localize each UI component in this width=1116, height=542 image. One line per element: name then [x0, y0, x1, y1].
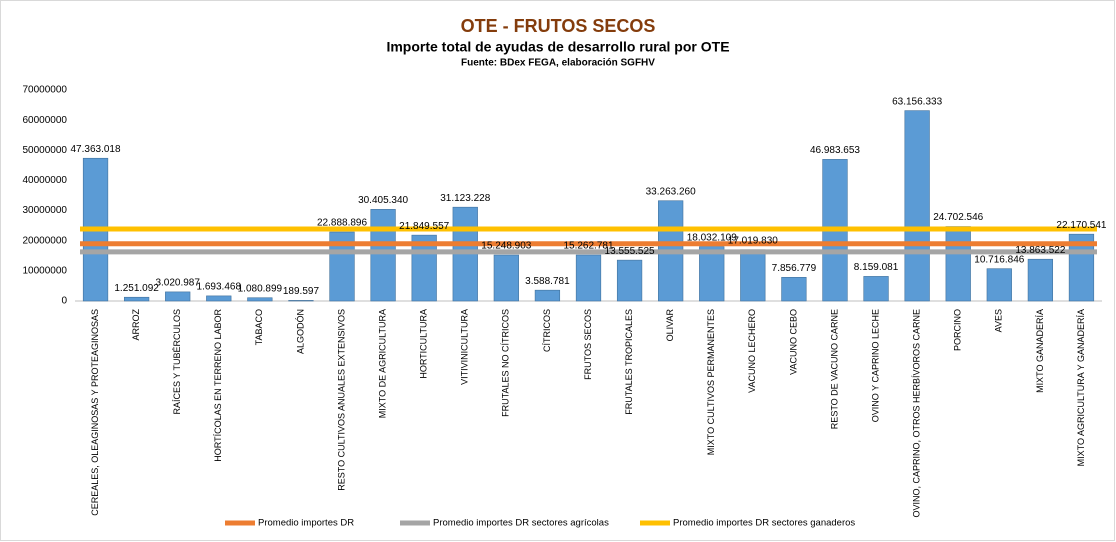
y-tick-label: 10000000	[23, 265, 68, 276]
x-tick-label: VACUNO CEBO	[788, 309, 798, 375]
y-tick-label: 60000000	[23, 115, 68, 126]
x-tick-label: OVINO, CAPRINO, OTROS HERBÍVOROS CARNE	[912, 309, 922, 518]
bar	[206, 295, 232, 302]
x-tick-label: OVINO Y CAPRINO LECHE	[870, 309, 880, 422]
data-label: 3.020.987	[155, 278, 200, 289]
data-label: 3.588.781	[525, 276, 570, 287]
legend-label: Promedio importes DR sectores agrícolas	[433, 518, 609, 529]
chart-subtitle: Importe total de ayudas de desarrollo ru…	[386, 39, 729, 55]
x-tick-label: MIXTO CULTIVOS PERMANENTES	[706, 309, 716, 455]
data-label: 13.863.522	[1015, 245, 1065, 256]
bar	[247, 297, 273, 302]
x-tick-label: FRUTALES NO CÍTRICOS	[501, 309, 511, 417]
legend-label: Promedio importes DR	[258, 518, 354, 529]
bar	[904, 110, 930, 302]
data-label: 10.716.846	[974, 254, 1024, 265]
legend-label: Promedio importes DR sectores ganaderos	[673, 518, 855, 529]
data-label: 15.262.781	[563, 241, 613, 252]
x-tick-label: AVES	[994, 309, 1004, 332]
x-tick-label: FRUTALES TROPICALES	[624, 309, 634, 415]
bar	[493, 254, 519, 302]
data-label: 189.597	[283, 286, 320, 297]
x-tick-label: VITIVINICULTURA	[460, 309, 470, 385]
y-tick-label: 20000000	[23, 235, 68, 246]
bar	[699, 246, 725, 302]
bar	[534, 289, 561, 302]
x-tick-label: MIXTO GANADERÍA	[1035, 309, 1045, 393]
x-tick-label: CÍTRICOS	[542, 309, 552, 352]
bar	[945, 226, 971, 302]
data-label: 1.251.092	[114, 283, 159, 294]
x-tick-label: MIXTO AGRICULTURA Y GANADERÍA	[1076, 309, 1086, 466]
data-label: 24.702.546	[933, 212, 983, 223]
data-label: 17.019.830	[728, 235, 778, 246]
data-label: 22.170.541	[1056, 220, 1106, 231]
y-tick-label: 50000000	[23, 145, 68, 156]
bar	[288, 300, 314, 302]
y-tick-label: 40000000	[23, 175, 68, 186]
data-label: 33.263.260	[646, 186, 696, 197]
x-tick-label: RESTO DE VACUNO CARNE	[829, 309, 839, 429]
data-label: 13.555.525	[605, 246, 655, 257]
x-tick-label: TABACO	[254, 309, 264, 345]
bar	[370, 209, 396, 302]
data-label: 8.159.081	[854, 262, 899, 273]
chart-title: OTE - FRUTOS SECOS	[461, 16, 656, 36]
bar	[781, 277, 807, 302]
bar	[616, 259, 643, 302]
x-tick-label: RESTO CULTIVOS ANUALES EXTENSIVOS	[336, 309, 346, 491]
data-label: 63.156.333	[892, 96, 942, 107]
x-tick-label: ARROZ	[131, 308, 141, 340]
data-label: 1.080.899	[238, 283, 283, 294]
bar	[740, 249, 766, 302]
bar	[986, 268, 1012, 302]
x-tick-label: HORTICULTURA	[419, 309, 429, 379]
data-label: 47.363.018	[71, 144, 121, 155]
y-tick-label: 0	[61, 296, 67, 307]
bar	[1027, 258, 1054, 302]
bar	[863, 276, 889, 302]
x-tick-label: PORCINO	[953, 309, 963, 351]
data-label: 18.032.109	[687, 232, 737, 243]
bar	[165, 291, 191, 302]
y-tick-label: 70000000	[23, 85, 68, 96]
data-label: 31.123.228	[440, 193, 490, 204]
x-tick-label: MIXTO DE AGRICULTURA	[377, 309, 387, 418]
x-tick-label: VACUNO LECHERO	[747, 309, 757, 393]
data-label: 30.405.340	[358, 195, 408, 206]
bar	[575, 254, 602, 302]
data-label: 7.856.779	[772, 263, 817, 274]
x-tick-label: RAÍCES Y TUBÉRCULOS	[172, 309, 182, 415]
chart-source: Fuente: BDex FEGA, elaboración SGFHV	[461, 58, 655, 69]
bar	[123, 296, 150, 302]
data-label: 15.248.903	[481, 241, 531, 252]
y-tick-label: 30000000	[23, 205, 68, 216]
x-tick-label: OLIVAR	[665, 308, 675, 341]
data-label: 22.888.896	[317, 218, 367, 229]
data-label: 1.693.468	[197, 282, 242, 293]
data-label: 46.983.653	[810, 145, 860, 156]
x-tick-label: FRUTOS SECOS	[583, 309, 593, 380]
x-tick-label: ALGODÓN	[295, 309, 305, 354]
x-tick-label: HORTÍCOLAS EN TERRENO LABOR	[213, 309, 223, 462]
x-tick-label: CEREALES, OLEAGINOSAS Y PROTEAGINOSAS	[90, 309, 100, 516]
data-label: 21.849.557	[399, 221, 449, 232]
